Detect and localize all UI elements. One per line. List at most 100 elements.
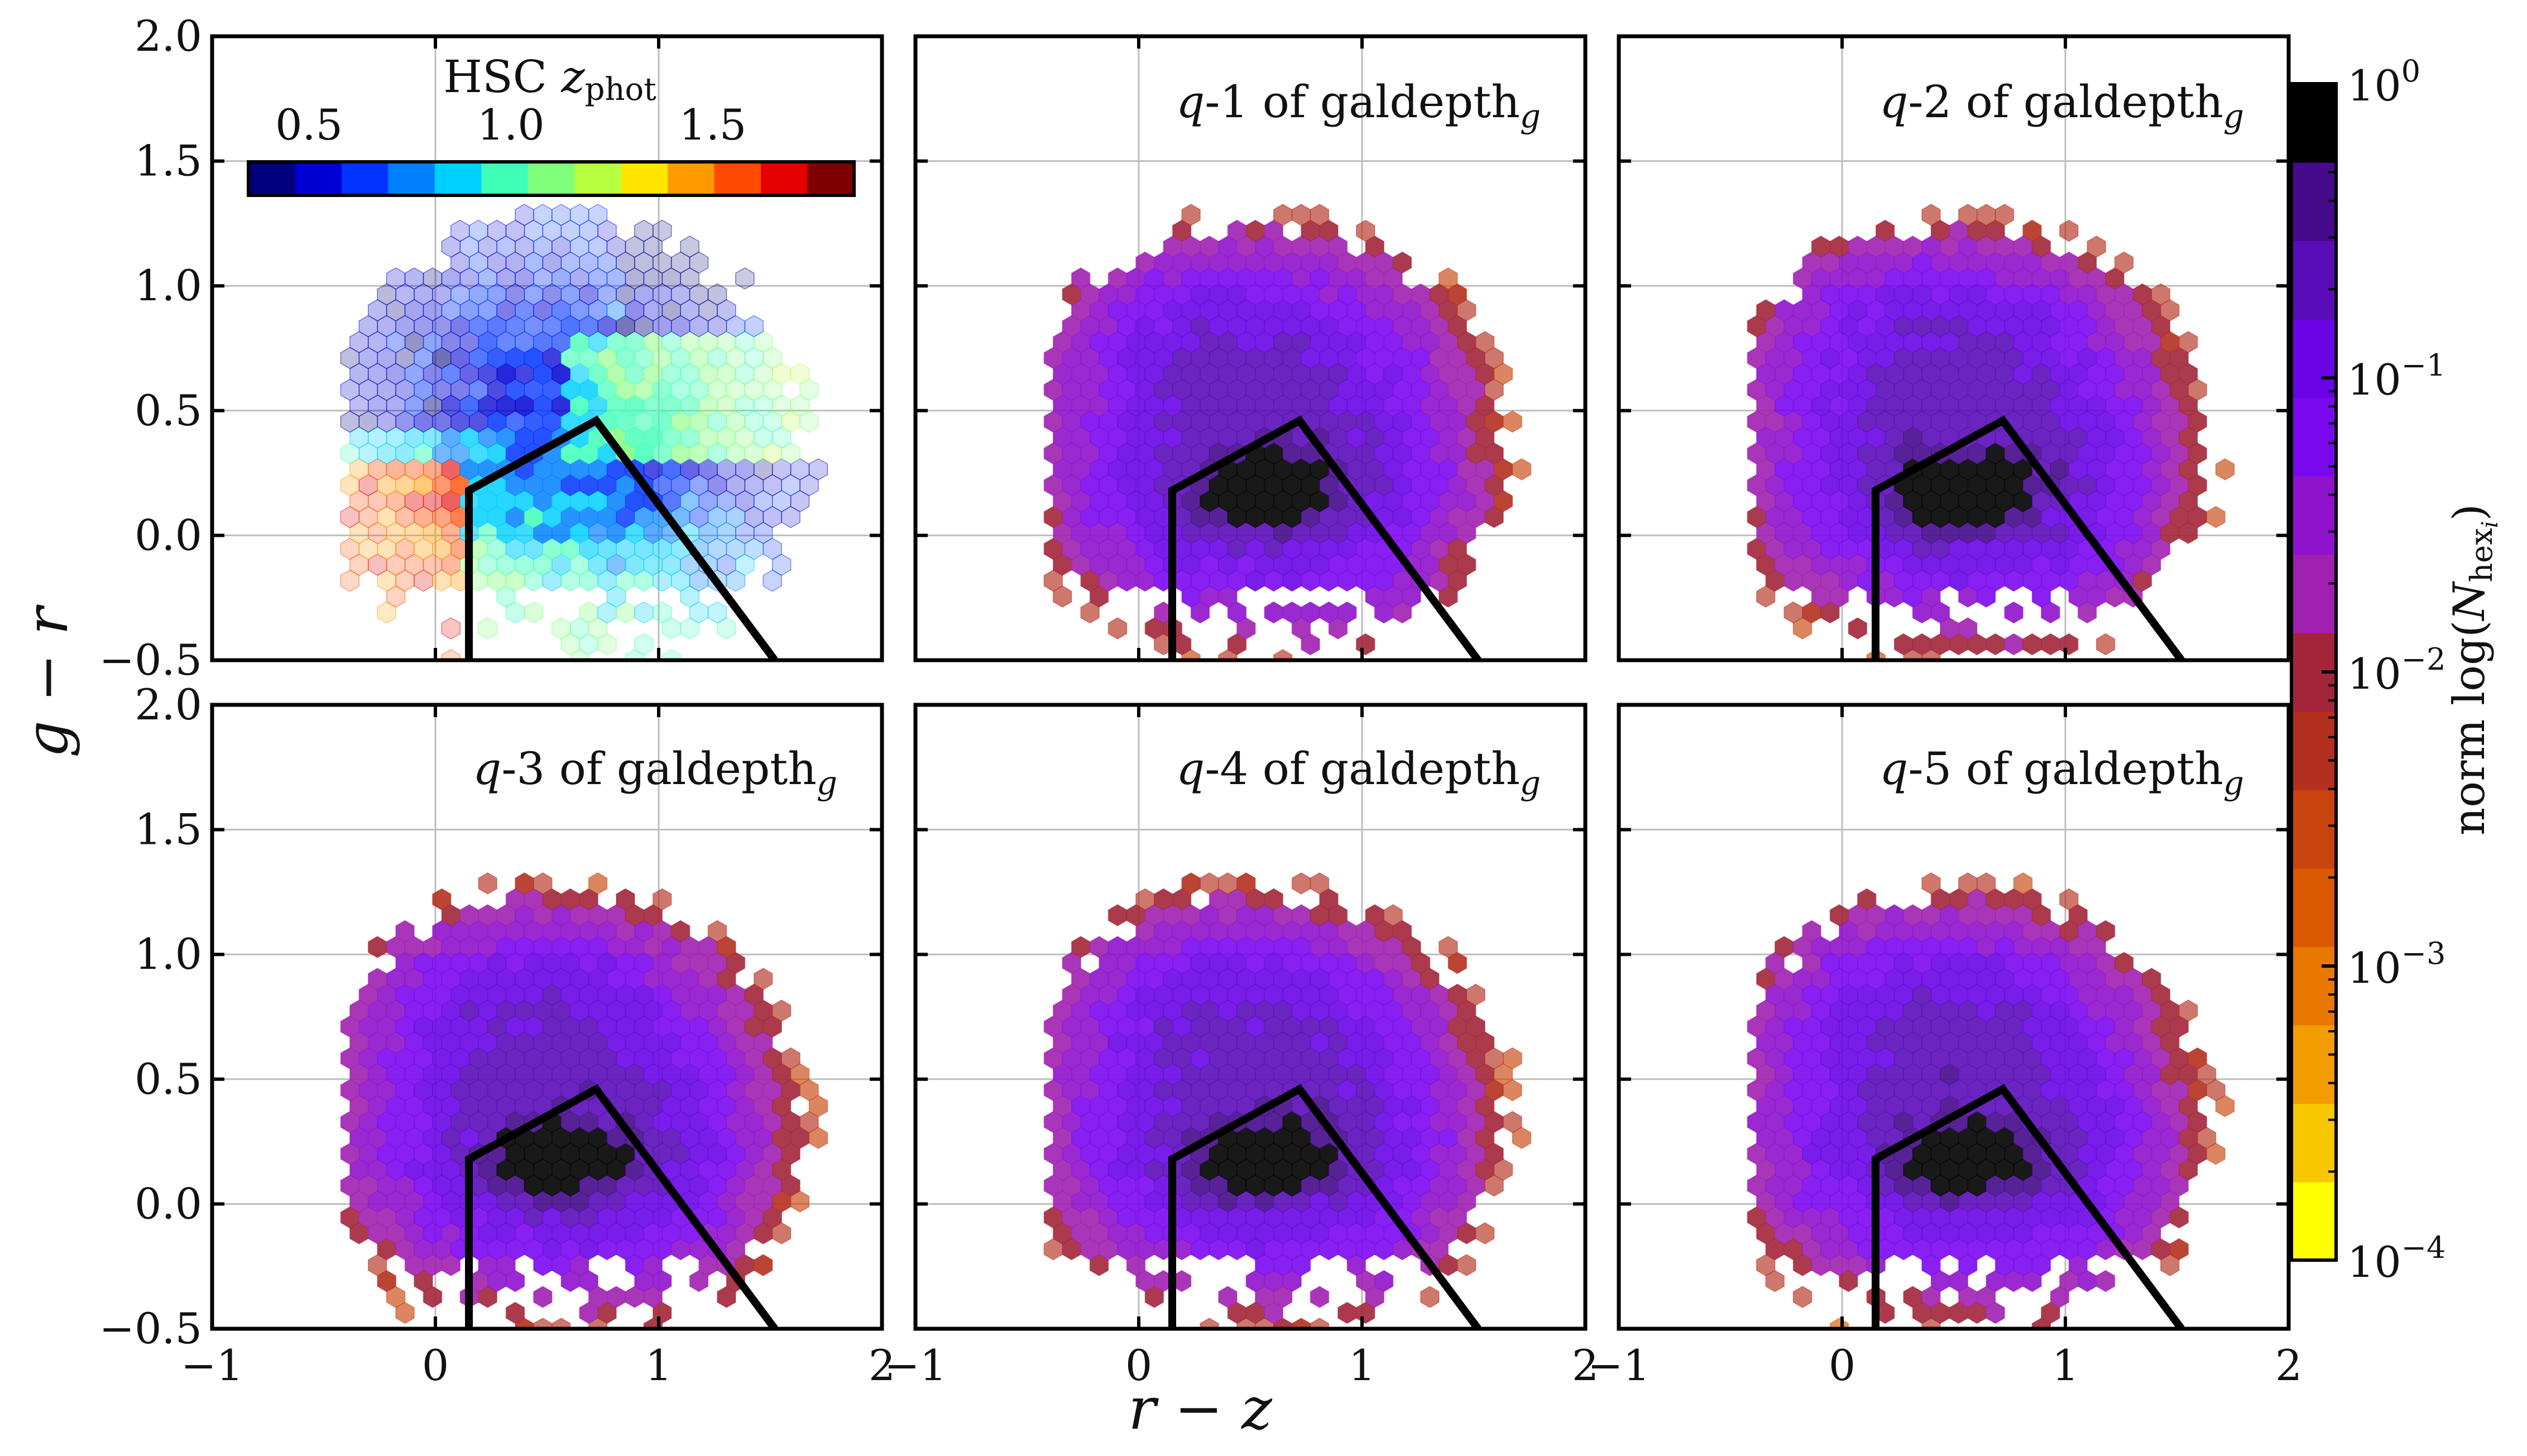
hexbin: [2013, 872, 2033, 895]
x-tick-label: 2: [2275, 1340, 2302, 1390]
y-tick-label: 1.5: [135, 805, 202, 854]
hexbin: [1921, 204, 1941, 226]
hexbin: [1976, 872, 1996, 895]
hexbin: [2206, 506, 2226, 528]
hexbin: [1503, 1047, 1522, 1070]
hexbin: [1475, 1222, 1495, 1244]
density-colorbar-swatch: [2291, 1103, 2336, 1183]
x-axis-label: r − z: [1128, 1375, 1273, 1443]
hexbins: [1747, 872, 2235, 1329]
x-tick-label: 2: [1572, 1340, 1599, 1390]
hexbin: [1792, 1286, 1812, 1308]
hexbins: [340, 872, 828, 1329]
hexbin: [524, 601, 544, 624]
hexbin: [653, 219, 672, 242]
hexbin: [1466, 983, 1485, 1006]
hexbin: [552, 1318, 571, 1329]
hexbin: [2188, 1047, 2207, 1070]
hexbin: [670, 920, 691, 943]
y-tick-label: 1.0: [135, 261, 202, 310]
hexbin: [1383, 904, 1403, 926]
y-tick-label: 0.5: [135, 1054, 202, 1104]
redshift-colorbar-swatch: [248, 162, 296, 195]
hexbin: [1503, 1111, 1522, 1133]
x-tick-label: 1: [2052, 1340, 2079, 1390]
density-colorbar-tick-label: 10−2: [2347, 642, 2446, 699]
redshift-colorbar-swatch: [528, 162, 576, 195]
redshift-colorbar-tick-label: 1.5: [679, 100, 746, 150]
hexbin: [2041, 633, 2060, 656]
redshift-colorbar-swatch: [481, 162, 529, 195]
selection-box: [1168, 1084, 1481, 1329]
density-colorbar-frame: [2290, 82, 2338, 1262]
y-tick-label: −0.5: [99, 635, 202, 685]
selection-box: [1168, 415, 1481, 660]
hexbin: [1392, 251, 1412, 274]
hexbin: [1475, 331, 1495, 353]
hexbin: [653, 601, 672, 624]
hexbin: [441, 617, 461, 640]
hexbin: [2096, 633, 2116, 656]
panel-title: q-2 of galdepthg: [1879, 76, 2244, 135]
hexbin: [478, 872, 497, 895]
hexbin: [680, 236, 699, 258]
density-colorbar-swatch: [2291, 475, 2336, 555]
hexbin: [1374, 1270, 1394, 1292]
hexbin: [1181, 204, 1201, 226]
hexbin: [1291, 872, 1311, 895]
panel-frame: [1617, 703, 2291, 1331]
hexbin: [2059, 219, 2079, 242]
hexbin: [634, 633, 654, 656]
density-colorbar-swatch: [2291, 868, 2336, 947]
hexbin: [478, 617, 497, 640]
x-tick-label: 0: [1125, 1340, 1152, 1390]
hexbin: [395, 920, 415, 943]
hexbin: [533, 1286, 553, 1308]
hexbin: [1457, 1254, 1476, 1276]
density-colorbar-swatch: [2291, 554, 2336, 633]
redshift-colorbar-tick-label: 0.5: [275, 100, 343, 150]
hexbins: [1043, 872, 1532, 1329]
hexbin: [1107, 904, 1128, 926]
panel-q4: q-4 of galdepthg: [913, 703, 1588, 1331]
hexbin: [781, 1047, 800, 1070]
x-tick-labels: −1 0 1 2−1 0 1 2−1 0 1 2: [181, 1340, 2302, 1390]
hexbins: [1747, 204, 2235, 660]
selection-box: [465, 1084, 778, 1329]
hexbin: [1264, 601, 1283, 624]
hexbin: [588, 204, 608, 226]
panel-q3: q-3 of galdepthg: [210, 703, 884, 1331]
hexbin: [2096, 1270, 2116, 1292]
panel-frame: [913, 34, 1588, 662]
hexbins: [340, 204, 828, 660]
panel-q5: q-5 of galdepthg: [1617, 703, 2291, 1331]
panel-frame: [1617, 34, 2291, 662]
hexbin: [2114, 251, 2134, 274]
hexbin: [588, 872, 608, 895]
y-tick-label: 0.0: [135, 1179, 202, 1228]
hexbin: [1921, 872, 1941, 895]
density-colorbar-swatch: [2291, 84, 2336, 163]
hexbin: [1310, 204, 1330, 226]
hexbin: [744, 315, 764, 338]
density-colorbar-swatch: [2291, 789, 2336, 869]
redshift-colorbar: HSC zphot 0.5 1.0 1.5: [247, 51, 856, 197]
hexbin: [1107, 617, 1128, 640]
hexbin: [653, 888, 672, 911]
hexbin: [2114, 952, 2134, 974]
hexbin: [1848, 617, 1868, 640]
y-tick-label: 1.5: [135, 136, 202, 186]
x-tick-label: −1: [1588, 1340, 1650, 1390]
hexbin: [2022, 633, 2042, 656]
density-colorbar-swatch: [2291, 1025, 2336, 1104]
hexbin: [1438, 936, 1458, 958]
selection-box: [465, 415, 778, 660]
y-tick-label: −0.5: [99, 1304, 202, 1353]
y-tick-label: 2.0: [135, 680, 202, 729]
panel-q1: q-1 of galdepthg: [913, 34, 1588, 662]
panel-q2: q-2 of galdepthg: [1617, 34, 2291, 662]
hexbin: [1356, 219, 1375, 242]
hexbin: [1337, 1301, 1357, 1324]
redshift-colorbar-swatch: [761, 162, 808, 195]
redshift-colorbar-frame: [247, 160, 856, 197]
